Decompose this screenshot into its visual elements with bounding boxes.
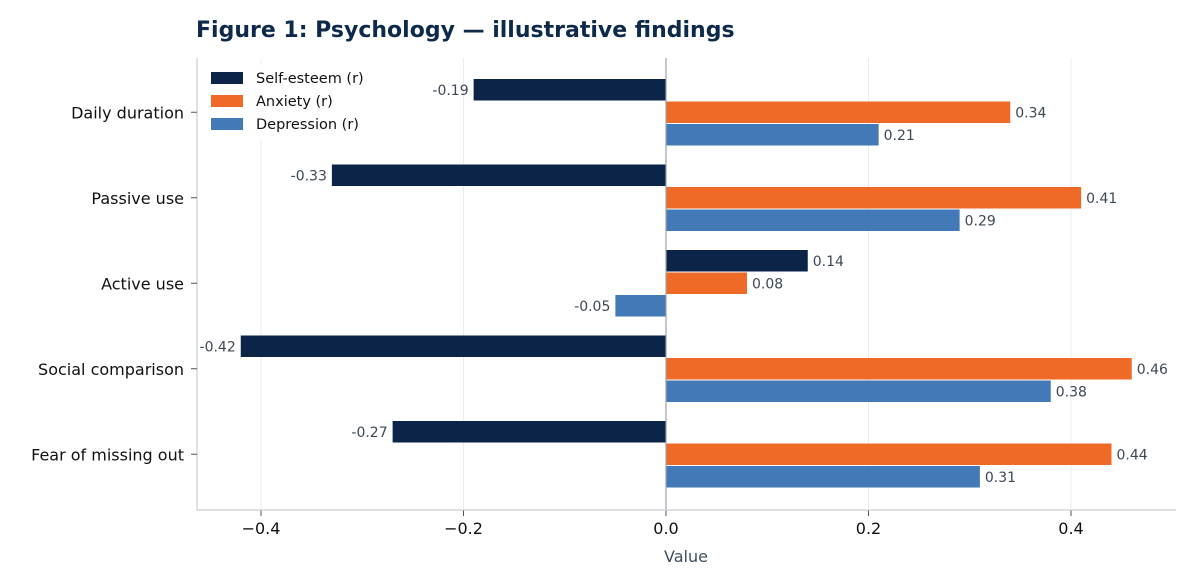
data-labels: -0.19 -0.33 0.14 -0.42 -0.27 0.34 0.41 0.08 0.46… <box>200 83 1168 486</box>
bar <box>666 358 1132 380</box>
bar <box>392 421 666 443</box>
bars <box>240 79 1132 488</box>
legend-swatch <box>211 118 243 130</box>
x-tick-label: −0.4 <box>242 519 281 538</box>
data-label: 0.34 <box>1015 105 1046 121</box>
legend-label: Depression (r) <box>256 117 359 133</box>
data-label: -0.42 <box>200 339 236 355</box>
category-label: Social comparison <box>38 360 184 379</box>
x-tick-labels: −0.4 −0.2 0.0 0.2 0.4 <box>242 519 1084 538</box>
category-label: Daily duration <box>71 103 184 122</box>
axes <box>191 58 1176 516</box>
data-label: -0.05 <box>574 299 610 315</box>
category-labels: Daily duration Passive use Active use Socia… <box>31 103 184 464</box>
data-label: 0.46 <box>1137 362 1168 378</box>
legend-background <box>202 64 386 140</box>
bar <box>666 443 1112 465</box>
category-label: Active use <box>101 274 184 293</box>
bar <box>240 335 666 357</box>
data-label: 0.41 <box>1086 191 1117 207</box>
x-tick-label: −0.2 <box>444 519 483 538</box>
bar <box>615 295 666 317</box>
bar <box>331 164 666 186</box>
bar <box>666 380 1051 402</box>
bar <box>666 101 1011 123</box>
data-label: 0.08 <box>752 276 783 292</box>
legend-label: Anxiety (r) <box>256 94 333 110</box>
data-label: 0.31 <box>985 470 1016 486</box>
data-label: 0.29 <box>965 213 996 229</box>
bar <box>666 124 879 146</box>
bar <box>666 466 980 488</box>
legend-label: Self-esteem (r) <box>256 71 364 87</box>
data-label: -0.19 <box>432 83 468 99</box>
data-label: 0.38 <box>1056 384 1087 400</box>
data-label: 0.14 <box>813 254 844 270</box>
data-label: -0.27 <box>351 425 387 441</box>
category-label: Fear of missing out <box>31 445 184 464</box>
category-label: Passive use <box>91 189 184 208</box>
bar <box>666 272 747 294</box>
chart-title: Figure 1: Psychology — illustrative find… <box>196 18 735 43</box>
legend: Self-esteem (r) Anxiety (r) Depression (r) <box>202 64 386 140</box>
x-axis-label: Value <box>664 547 708 566</box>
x-tick-label: 0.0 <box>653 519 678 538</box>
bar <box>666 209 960 231</box>
data-label: 0.21 <box>884 128 915 144</box>
x-tick-label: 0.4 <box>1058 519 1083 538</box>
data-label: -0.33 <box>291 168 327 184</box>
bar <box>473 79 666 101</box>
legend-swatch <box>211 95 243 107</box>
bar <box>666 250 808 272</box>
x-tick-label: 0.2 <box>856 519 881 538</box>
bar <box>666 187 1082 209</box>
data-label: 0.44 <box>1117 447 1148 463</box>
legend-swatch <box>211 72 243 84</box>
